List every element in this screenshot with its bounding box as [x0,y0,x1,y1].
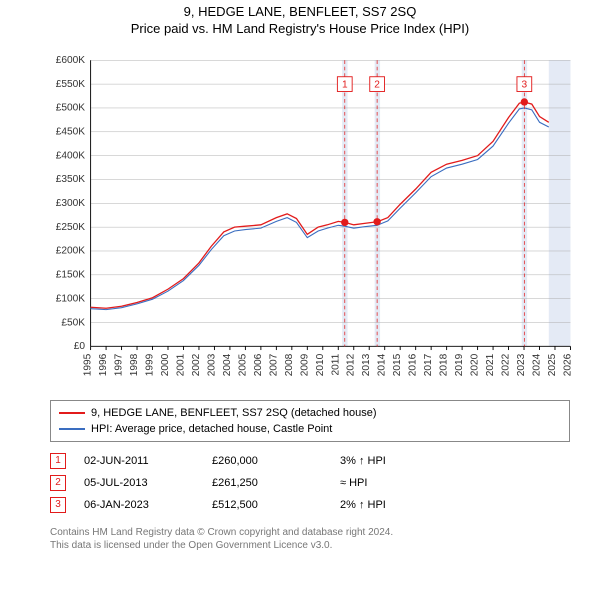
x-tick-label: 2014 [377,353,388,376]
event-row: 2 05-JUL-2013 £261,250 ≈ HPI [50,472,570,494]
x-tick-label: 2007 [268,353,279,376]
legend: 9, HEDGE LANE, BENFLEET, SS7 2SQ (detach… [50,400,570,442]
x-tick-label: 1999 [145,353,156,376]
legend-swatch [59,412,85,414]
event-row: 3 06-JAN-2023 £512,500 2% ↑ HPI [50,494,570,516]
y-tick-label: £0 [74,341,86,352]
chart-svg: £0 £50K £100K £150K £200K £250K £300K £350K £400… [50,44,576,394]
event-row-date: 06-JAN-2023 [84,494,194,516]
x-tick-label: 2000 [160,353,171,376]
chart-area: £0 £50K £100K £150K £200K £250K £300K £350K £400… [50,44,600,394]
event-row-date: 05-JUL-2013 [84,472,194,494]
events-table: 1 02-JUN-2011 £260,000 3% ↑ HPI 2 05-JUL-2013… [50,450,570,516]
title-block: 9, HEDGE LANE, BENFLEET, SS7 2SQ Price p… [0,0,600,36]
x-tick-label: 2011 [330,353,341,375]
event-row-price: £260,000 [212,450,322,472]
event-row-date: 02-JUN-2011 [84,450,194,472]
event-row-price: £261,250 [212,472,322,494]
legend-label: 9, HEDGE LANE, BENFLEET, SS7 2SQ (detach… [91,405,377,421]
event-point [521,98,528,105]
x-tick-label: 2009 [299,353,310,376]
x-tick-label: 2013 [361,353,372,376]
event-label-num: 1 [342,80,348,91]
x-tick-label: 2022 [501,353,512,376]
legend-swatch [59,428,85,430]
event-row-relation: ≈ HPI [340,472,367,494]
y-tick-label: £100K [56,293,86,304]
x-tick-label: 2003 [206,353,217,376]
x-tick-label: 2026 [562,353,573,376]
x-tick-label: 1997 [114,353,125,376]
legend-row: 9, HEDGE LANE, BENFLEET, SS7 2SQ (detach… [59,405,561,421]
event-row-num: 1 [50,453,66,469]
x-tick-label: 2005 [237,353,248,376]
x-tick-label: 1998 [129,353,140,376]
event-row-num: 2 [50,475,66,491]
event-label-num: 3 [522,80,528,91]
figure: 9, HEDGE LANE, BENFLEET, SS7 2SQ Price p… [0,0,600,590]
x-tick-label: 1995 [83,353,94,376]
title-line-2: Price paid vs. HM Land Registry's House … [0,21,600,36]
y-tick-label: £300K [56,198,86,209]
event-row: 1 02-JUN-2011 £260,000 3% ↑ HPI [50,450,570,472]
x-tick-label: 2004 [222,353,233,376]
y-tick-label: £50K [61,317,85,328]
event-row-relation: 2% ↑ HPI [340,494,386,516]
x-tick-label: 2023 [516,353,527,376]
x-tick-label: 2020 [470,353,481,376]
event-point [373,218,380,225]
x-tick-label: 1996 [98,353,109,376]
x-tick-label: 2017 [423,353,434,376]
y-tick-label: £600K [56,55,86,66]
footer: Contains HM Land Registry data © Crown c… [50,526,570,552]
footer-line-2: This data is licensed under the Open Gov… [50,539,570,552]
event-row-num: 3 [50,497,66,513]
x-tick-label: 2021 [485,353,496,376]
x-tick-label: 2019 [454,353,465,376]
x-tick-label: 2012 [346,353,357,376]
event-label-num: 2 [374,80,380,91]
x-tick-label: 2024 [532,353,543,376]
y-tick-label: £500K [56,103,86,114]
footer-line-1: Contains HM Land Registry data © Crown c… [50,526,570,539]
x-tick-label: 2010 [315,353,326,376]
y-tick-label: £350K [56,174,86,185]
event-row-price: £512,500 [212,494,322,516]
series-hpi [91,108,549,310]
x-tick-label: 2018 [439,353,450,376]
title-line-1: 9, HEDGE LANE, BENFLEET, SS7 2SQ [0,4,600,19]
x-tick-label: 2025 [547,353,558,376]
y-tick-label: £400K [56,150,86,161]
event-point [341,219,348,226]
legend-label: HPI: Average price, detached house, Cast… [91,421,332,437]
x-tick-label: 2001 [175,353,186,376]
y-tick-label: £150K [56,270,86,281]
x-tick-label: 2006 [253,353,264,376]
x-tick-label: 2002 [191,353,202,376]
series-subject [91,102,549,308]
legend-row: HPI: Average price, detached house, Cast… [59,421,561,437]
x-tick-label: 2016 [408,353,419,376]
y-tick-label: £200K [56,246,86,257]
y-tick-label: £450K [56,127,86,138]
x-tick-label: 2015 [392,353,403,376]
y-tick-label: £550K [56,79,86,90]
event-row-relation: 3% ↑ HPI [340,450,386,472]
x-tick-label: 2008 [284,353,295,376]
y-tick-label: £250K [56,222,86,233]
